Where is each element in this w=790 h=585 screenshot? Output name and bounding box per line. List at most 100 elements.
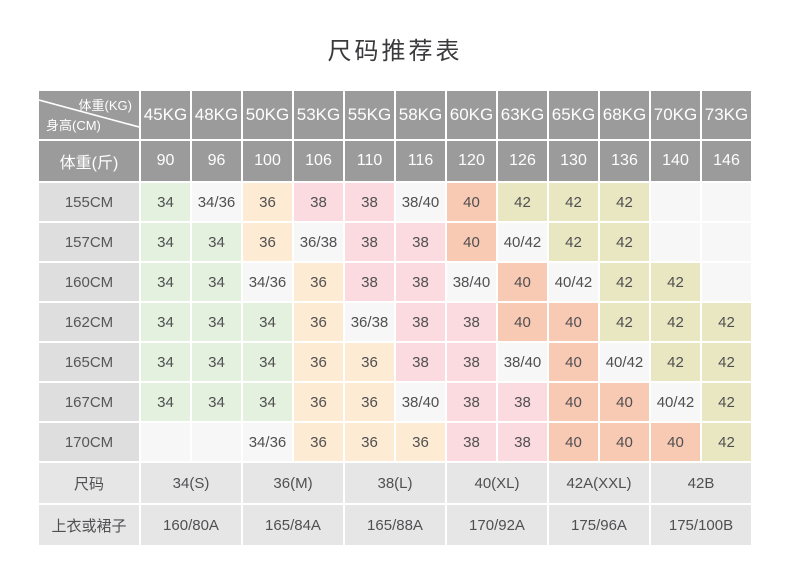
size-cell: 34 <box>141 303 190 341</box>
size-cell: 40 <box>651 423 700 461</box>
size-cell: 36 <box>294 263 343 301</box>
weight-jin-cell: 96 <box>192 141 241 181</box>
jin-row-label: 体重(斤) <box>39 141 139 181</box>
size-cell: 34 <box>192 343 241 381</box>
size-cell: 38 <box>396 343 445 381</box>
size-cell: 36 <box>345 383 394 421</box>
size-cell: 38/40 <box>396 183 445 221</box>
table-footer: 尺码 34(S) 36(M) 38(L) 40(XL) 42A(XXL) 42B 上衣或裙子 1… <box>39 463 751 545</box>
table-row: 165CM 34 34 34 36 36 38 38 38/40 40 40/42 42 42 <box>39 343 751 381</box>
size-cell: 40/42 <box>549 263 598 301</box>
footer-value-cell: 175/96A <box>549 505 649 545</box>
size-cell: 38 <box>345 183 394 221</box>
size-cell: 38/40 <box>396 383 445 421</box>
size-cell: 38 <box>396 263 445 301</box>
footer-value-cell: 34(S) <box>141 463 241 503</box>
weight-kg-header-cell: 73KG <box>702 91 751 139</box>
weight-jin-cell: 146 <box>702 141 751 181</box>
height-row-label: 170CM <box>39 423 139 461</box>
table-row: 160CM 34 34 34/36 36 38 38 38/40 40 40/42 42 42 <box>39 263 751 301</box>
size-cell: 38 <box>447 383 496 421</box>
size-cell: 40 <box>498 303 547 341</box>
size-recommendation-table: 体重(KG) 身高(CM) 45KG 48KG 50KG 53KG 55KG 58KG 60… <box>37 89 753 547</box>
weight-kg-header-cell: 53KG <box>294 91 343 139</box>
table-row: 157CM 34 34 36 36/38 38 38 40 40/42 42 42 <box>39 223 751 261</box>
height-row-label: 155CM <box>39 183 139 221</box>
table-row: 尺码 34(S) 36(M) 38(L) 40(XL) 42A(XXL) 42B <box>39 463 751 503</box>
table-row: 上衣或裙子 160/80A 165/84A 165/88A 170/92A 175/96A… <box>39 505 751 545</box>
footer-value-cell: 40(XL) <box>447 463 547 503</box>
footer-value-cell: 175/100B <box>651 505 751 545</box>
table-row: 167CM 34 34 34 36 36 38/40 38 38 40 40 40/42 42 <box>39 383 751 421</box>
size-cell: 34 <box>192 383 241 421</box>
size-cell: 42 <box>651 303 700 341</box>
size-cell: 42 <box>600 223 649 261</box>
size-cell: 40/42 <box>600 343 649 381</box>
weight-jin-cell: 120 <box>447 141 496 181</box>
size-cell: 42 <box>702 383 751 421</box>
footer-value-cell: 38(L) <box>345 463 445 503</box>
size-cell: 42 <box>600 263 649 301</box>
size-cell: 38/40 <box>498 343 547 381</box>
size-cell: 36 <box>294 423 343 461</box>
size-cell: 38 <box>498 423 547 461</box>
weight-jin-cell: 130 <box>549 141 598 181</box>
table-body: 155CM 34 34/36 36 38 38 38/40 40 42 42 42 157CM 34 34… <box>39 183 751 461</box>
size-cell: 36 <box>243 223 292 261</box>
size-cell: 34 <box>141 183 190 221</box>
page-title: 尺码推荐表 <box>327 38 463 65</box>
size-cell: 36/38 <box>294 223 343 261</box>
size-cell: 42 <box>549 183 598 221</box>
size-cell: 42 <box>498 183 547 221</box>
size-cell: 36 <box>294 303 343 341</box>
weight-kg-header-cell: 48KG <box>192 91 241 139</box>
size-cell: 40/42 <box>651 383 700 421</box>
table-row: 162CM 34 34 34 36 36/38 38 38 40 40 42 42 42 <box>39 303 751 341</box>
size-cell: 36 <box>345 343 394 381</box>
size-cell <box>192 423 241 461</box>
footer-value-cell: 165/84A <box>243 505 343 545</box>
weight-jin-cell: 90 <box>141 141 190 181</box>
size-cell: 34 <box>141 223 190 261</box>
table-row: 170CM 34/36 36 36 36 38 38 40 40 40 42 <box>39 423 751 461</box>
size-cell <box>702 183 751 221</box>
weight-jin-cell: 110 <box>345 141 394 181</box>
size-cell: 38 <box>498 383 547 421</box>
footer-value-cell: 36(M) <box>243 463 343 503</box>
footer-row-label: 上衣或裙子 <box>39 505 139 545</box>
weight-jin-cell: 100 <box>243 141 292 181</box>
size-cell <box>702 223 751 261</box>
jin-header-row: 体重(斤) 90 96 100 106 110 116 120 126 130 136 140 146 <box>39 141 751 181</box>
height-row-label: 165CM <box>39 343 139 381</box>
size-cell: 38 <box>447 303 496 341</box>
size-cell: 42 <box>702 423 751 461</box>
size-cell: 36 <box>345 423 394 461</box>
size-cell: 40 <box>447 183 496 221</box>
size-cell: 42 <box>600 303 649 341</box>
size-cell: 40/42 <box>498 223 547 261</box>
size-cell <box>702 263 751 301</box>
weight-kg-header-cell: 68KG <box>600 91 649 139</box>
weight-kg-header-cell: 70KG <box>651 91 700 139</box>
size-cell: 42 <box>702 343 751 381</box>
footer-value-cell: 170/92A <box>447 505 547 545</box>
weight-kg-header-cell: 63KG <box>498 91 547 139</box>
weight-kg-header-cell: 55KG <box>345 91 394 139</box>
size-cell: 38/40 <box>447 263 496 301</box>
size-cell: 34 <box>243 383 292 421</box>
size-cell: 34/36 <box>192 183 241 221</box>
size-cell: 38 <box>345 223 394 261</box>
size-cell: 34 <box>141 263 190 301</box>
size-cell: 42 <box>651 263 700 301</box>
size-cell: 34/36 <box>243 263 292 301</box>
weight-jin-cell: 140 <box>651 141 700 181</box>
size-cell: 42 <box>651 343 700 381</box>
size-cell <box>651 223 700 261</box>
size-cell: 34 <box>141 383 190 421</box>
table-row: 155CM 34 34/36 36 38 38 38/40 40 42 42 42 <box>39 183 751 221</box>
size-cell: 40 <box>549 383 598 421</box>
weight-kg-header-cell: 50KG <box>243 91 292 139</box>
size-cell: 36 <box>294 383 343 421</box>
footer-value-cell: 160/80A <box>141 505 241 545</box>
footer-row-label: 尺码 <box>39 463 139 503</box>
